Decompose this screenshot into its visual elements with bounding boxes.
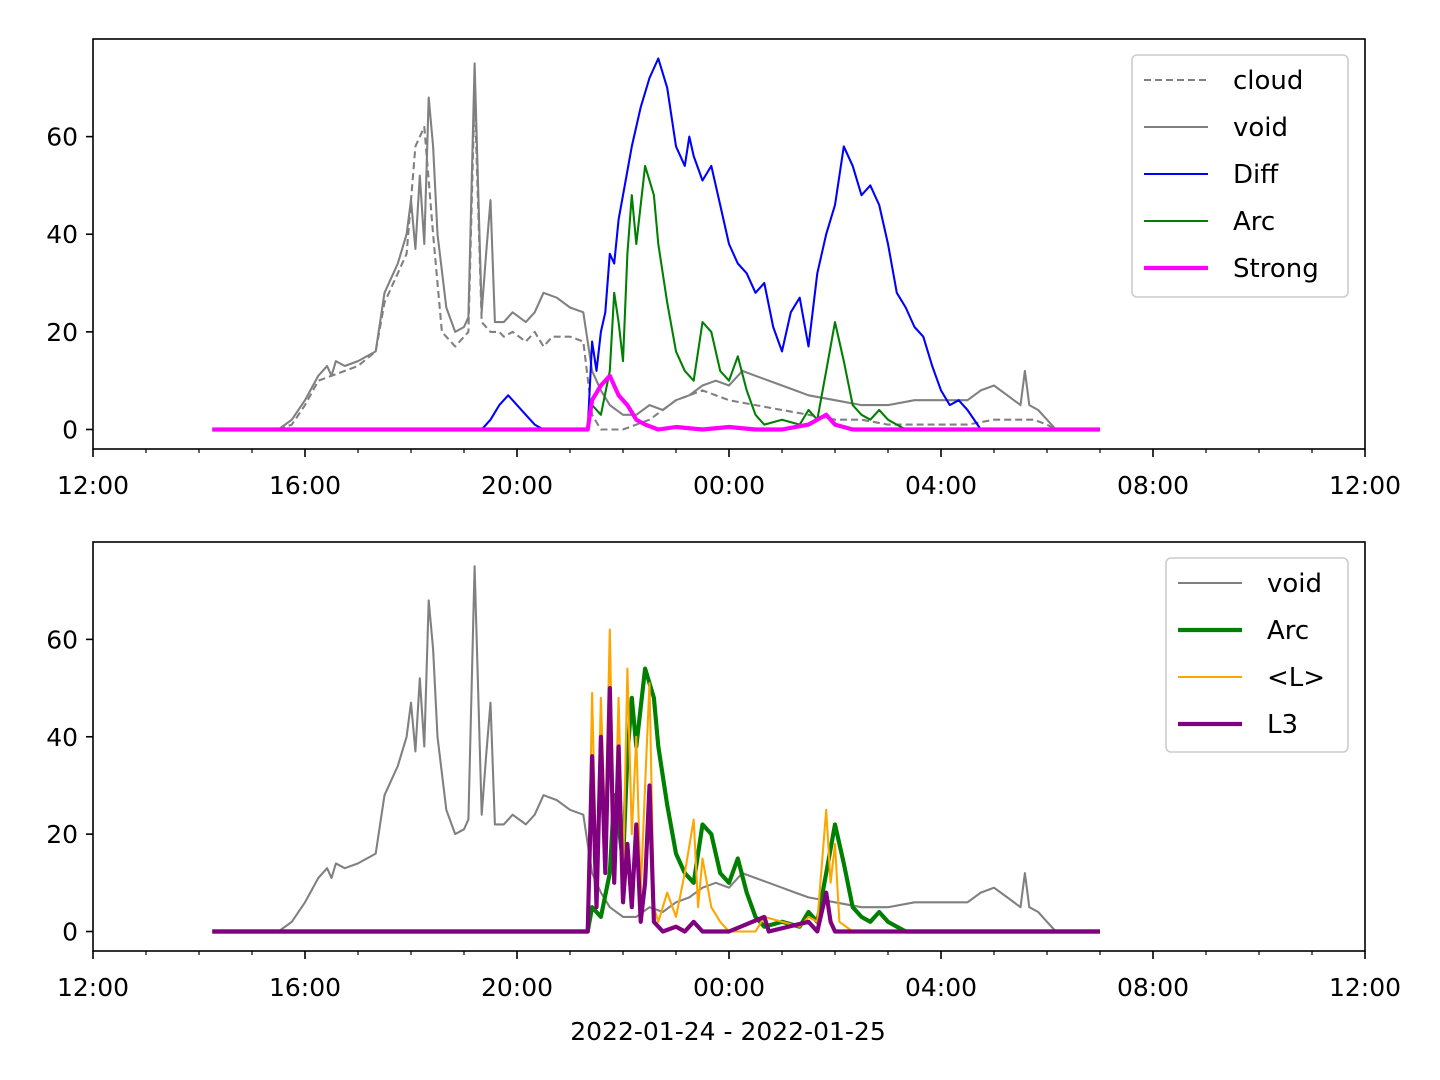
- legend-label-5: Strong: [1233, 254, 1319, 284]
- legend-label-2: void: [1233, 113, 1288, 143]
- x-tick-label: 12:00: [57, 471, 129, 500]
- y-tick-label: 60: [46, 625, 78, 654]
- x-tick-label: 16:00: [269, 973, 341, 1002]
- x-tick-label: 00:00: [693, 973, 765, 1002]
- x-axis-label: 2022-01-24 - 2022-01-25: [570, 1017, 886, 1046]
- legend-label-4: Arc: [1233, 207, 1275, 237]
- legend: void Arc <L> L3: [1165, 557, 1349, 753]
- x-tick-label: 12:00: [1329, 471, 1401, 500]
- legend-box: [1165, 557, 1349, 753]
- x-tick-label: 20:00: [481, 471, 553, 500]
- y-tick-label: 0: [62, 415, 78, 444]
- series-line-1: [212, 565, 1100, 933]
- legend-label-2: Arc: [1267, 616, 1309, 646]
- x-tick-label: 12:00: [1329, 973, 1401, 1002]
- x-tick-label: 04:00: [905, 973, 977, 1002]
- x-tick-label: 20:00: [481, 973, 553, 1002]
- top-panel: 0 20 40 60 12:00 16:00 20:00 00:00 04:00 08:00 12:…: [46, 38, 1401, 500]
- x-tick-label: 08:00: [1117, 973, 1189, 1002]
- legend-label-1: cloud: [1233, 66, 1303, 96]
- x-tick-label: 08:00: [1117, 471, 1189, 500]
- series-line-4: [586, 164, 941, 431]
- series-line-2: [212, 62, 1100, 431]
- x-tick-label: 16:00: [269, 471, 341, 500]
- x-tick-label: 00:00: [693, 471, 765, 500]
- y-tick-label: 0: [62, 918, 78, 947]
- y-tick-label: 20: [46, 318, 78, 347]
- legend: cloud void Diff Arc Strong: [1131, 54, 1349, 298]
- x-tick-label: 04:00: [905, 471, 977, 500]
- legend-label-3: Diff: [1233, 160, 1279, 190]
- series-line-3: [455, 57, 994, 431]
- bottom-panel: 0 20 40 60 12:00 16:00 20:00 00:00 04:00 08:00 12:…: [46, 541, 1401, 1002]
- legend-label-3: <L>: [1267, 663, 1325, 693]
- legend-box: [1131, 54, 1349, 298]
- legend-label-1: void: [1267, 569, 1322, 599]
- legend-label-4: L3: [1267, 710, 1298, 740]
- y-tick-label: 60: [46, 123, 78, 152]
- series-line-5: [212, 373, 1100, 432]
- series-line-4: [212, 686, 1100, 934]
- y-tick-label: 40: [46, 723, 78, 752]
- y-tick-label: 40: [46, 220, 78, 249]
- y-tick-label: 20: [46, 820, 78, 849]
- x-tick-label: 12:00: [57, 973, 129, 1002]
